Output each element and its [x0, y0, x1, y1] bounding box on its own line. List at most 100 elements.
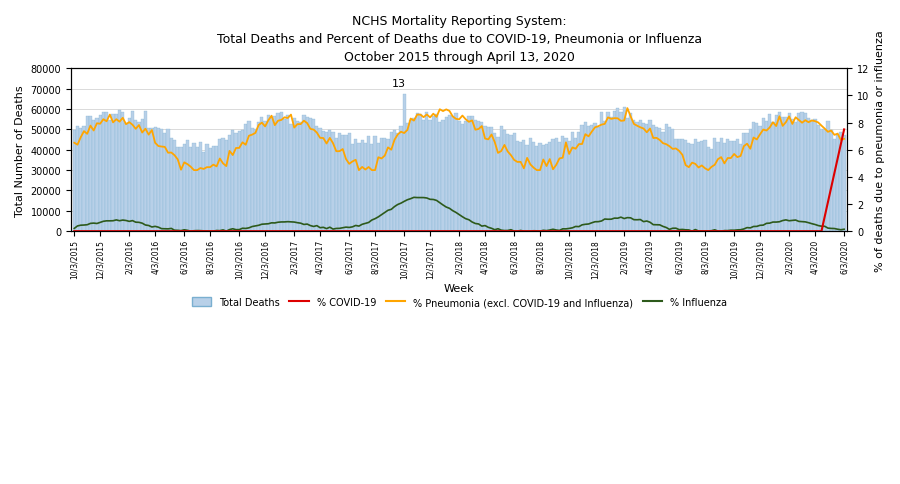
Bar: [597, 128, 600, 232]
Bar: [112, 115, 114, 232]
Bar: [768, 115, 771, 232]
Bar: [406, 123, 410, 232]
Bar: [500, 127, 503, 232]
Bar: [826, 122, 830, 232]
Bar: [179, 148, 183, 232]
Bar: [130, 112, 134, 232]
Bar: [309, 119, 312, 232]
Bar: [697, 143, 700, 232]
Bar: [238, 131, 241, 232]
Bar: [114, 115, 118, 232]
Bar: [506, 135, 509, 232]
Bar: [509, 136, 513, 232]
Bar: [816, 126, 820, 232]
Bar: [635, 122, 639, 232]
Bar: [98, 116, 102, 232]
Bar: [354, 139, 357, 232]
Bar: [716, 142, 720, 232]
Bar: [138, 122, 140, 232]
Bar: [759, 126, 761, 232]
Bar: [254, 130, 257, 232]
Bar: [432, 117, 435, 232]
Bar: [428, 121, 432, 232]
Bar: [729, 141, 733, 232]
Bar: [176, 148, 179, 232]
Bar: [134, 121, 138, 232]
Bar: [532, 142, 536, 232]
Bar: [680, 140, 684, 232]
Bar: [642, 123, 645, 232]
Bar: [464, 121, 467, 232]
Bar: [347, 134, 351, 232]
Bar: [150, 129, 154, 232]
Bar: [720, 138, 723, 232]
Bar: [690, 145, 694, 232]
Bar: [199, 143, 202, 232]
Bar: [241, 131, 244, 232]
Bar: [577, 133, 580, 232]
Bar: [209, 149, 212, 232]
Bar: [410, 121, 412, 232]
Bar: [105, 113, 108, 232]
Bar: [781, 118, 784, 232]
Bar: [749, 130, 752, 232]
Bar: [706, 148, 710, 232]
Bar: [609, 118, 613, 232]
Bar: [590, 126, 593, 232]
Bar: [481, 122, 483, 232]
Bar: [519, 142, 522, 232]
Bar: [820, 130, 824, 232]
Bar: [513, 134, 516, 232]
Bar: [422, 121, 425, 232]
Bar: [92, 121, 95, 232]
Bar: [451, 117, 454, 232]
Bar: [619, 113, 623, 232]
Bar: [95, 119, 98, 232]
Bar: [351, 145, 354, 232]
Bar: [215, 147, 218, 232]
Bar: [538, 144, 542, 232]
Bar: [503, 131, 506, 232]
Bar: [522, 140, 526, 232]
Bar: [736, 139, 739, 232]
Bar: [558, 143, 561, 232]
Bar: [771, 122, 775, 232]
Bar: [457, 122, 461, 232]
Bar: [140, 120, 144, 232]
Bar: [490, 128, 493, 232]
Bar: [345, 136, 347, 232]
Bar: [645, 124, 648, 232]
Bar: [700, 141, 704, 232]
Bar: [600, 113, 603, 232]
Bar: [396, 134, 400, 232]
Bar: [626, 119, 629, 232]
Bar: [280, 113, 283, 232]
Bar: [536, 147, 538, 232]
Bar: [797, 114, 800, 232]
Bar: [745, 134, 749, 232]
Bar: [173, 141, 176, 232]
Bar: [302, 115, 305, 232]
X-axis label: Week: Week: [444, 284, 474, 294]
Bar: [694, 140, 697, 232]
Bar: [212, 146, 215, 232]
Bar: [335, 139, 338, 232]
Bar: [76, 127, 79, 232]
Bar: [713, 139, 716, 232]
Bar: [574, 138, 577, 232]
Bar: [393, 131, 396, 232]
Bar: [445, 118, 448, 232]
Bar: [312, 120, 315, 232]
Bar: [290, 125, 292, 232]
Bar: [257, 122, 260, 232]
Bar: [483, 127, 487, 232]
Bar: [364, 143, 367, 232]
Bar: [441, 121, 445, 232]
Bar: [186, 140, 189, 232]
Bar: [840, 133, 842, 232]
Bar: [477, 122, 481, 232]
Bar: [548, 143, 552, 232]
Bar: [775, 116, 778, 232]
Bar: [128, 119, 130, 232]
Bar: [328, 131, 331, 232]
